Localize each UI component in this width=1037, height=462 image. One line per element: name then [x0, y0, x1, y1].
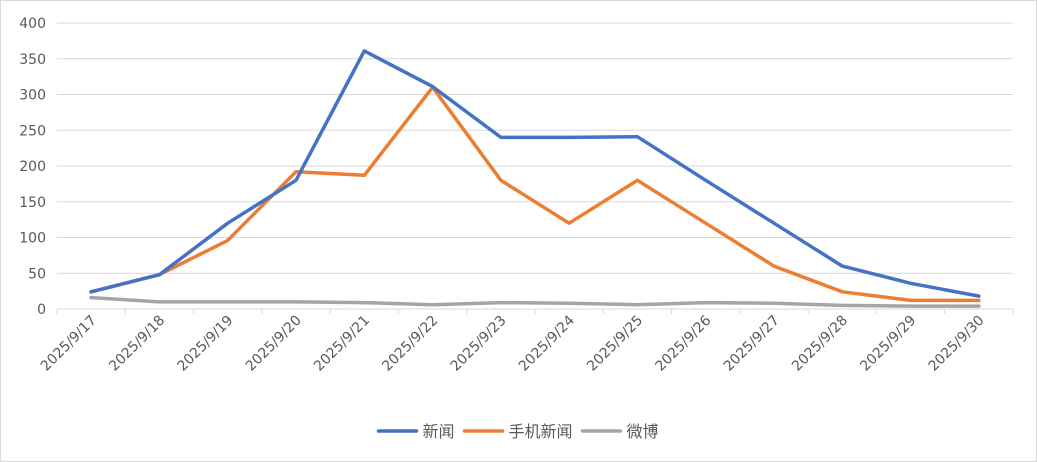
legend-item: 新闻 — [376, 422, 455, 441]
series-line — [89, 295, 981, 308]
x-tick-label: 2025/9/23 — [448, 313, 510, 375]
x-tick-label: 2025/9/22 — [379, 313, 441, 375]
x-tick-label: 2025/9/25 — [584, 313, 646, 375]
x-tick-label: 2025/9/24 — [516, 312, 578, 374]
y-tick-label: 400 — [19, 16, 46, 32]
x-tick-label: 2025/9/27 — [721, 313, 783, 375]
y-tick-label: 200 — [19, 159, 46, 175]
y-tick-label: 50 — [28, 266, 46, 282]
y-tick-label: 250 — [19, 123, 46, 139]
legend-label: 微博 — [627, 422, 659, 441]
legend-label: 新闻 — [423, 422, 455, 441]
y-axis: 0 50 100 150 200 250 300 350 400 — [19, 16, 46, 318]
x-tick-label: 2025/9/18 — [106, 313, 168, 375]
series-line — [89, 49, 981, 298]
legend-label: 手机新闻 — [509, 422, 573, 441]
y-tick-label: 150 — [19, 195, 46, 211]
y-tick-label: 100 — [19, 231, 46, 247]
y-tick-label: 350 — [19, 52, 46, 68]
y-tick-label: 0 — [37, 302, 46, 318]
x-tick-label: 2025/9/29 — [857, 313, 919, 375]
legend-item: 手机新闻 — [462, 422, 573, 441]
series-line — [89, 85, 981, 303]
x-tick-label: 2025/9/19 — [174, 313, 236, 375]
legend-item: 微博 — [580, 422, 659, 441]
legend: 新闻 手机新闻 微博 — [376, 422, 659, 441]
y-tick-label: 300 — [19, 88, 46, 104]
x-tick-label: 2025/9/28 — [789, 313, 851, 375]
x-tick-label: 2025/9/17 — [38, 313, 100, 375]
plot-area — [89, 49, 981, 308]
x-tick-label: 2025/9/30 — [926, 313, 988, 375]
x-tick-label: 2025/9/21 — [311, 313, 373, 375]
gridlines — [57, 22, 1013, 274]
x-tick-label: 2025/9/26 — [652, 312, 714, 374]
x-tick-label: 2025/9/20 — [243, 313, 305, 375]
x-axis: 2025/9/17 2025/9/18 2025/9/19 2025/9/20 2025… — [38, 308, 1014, 375]
